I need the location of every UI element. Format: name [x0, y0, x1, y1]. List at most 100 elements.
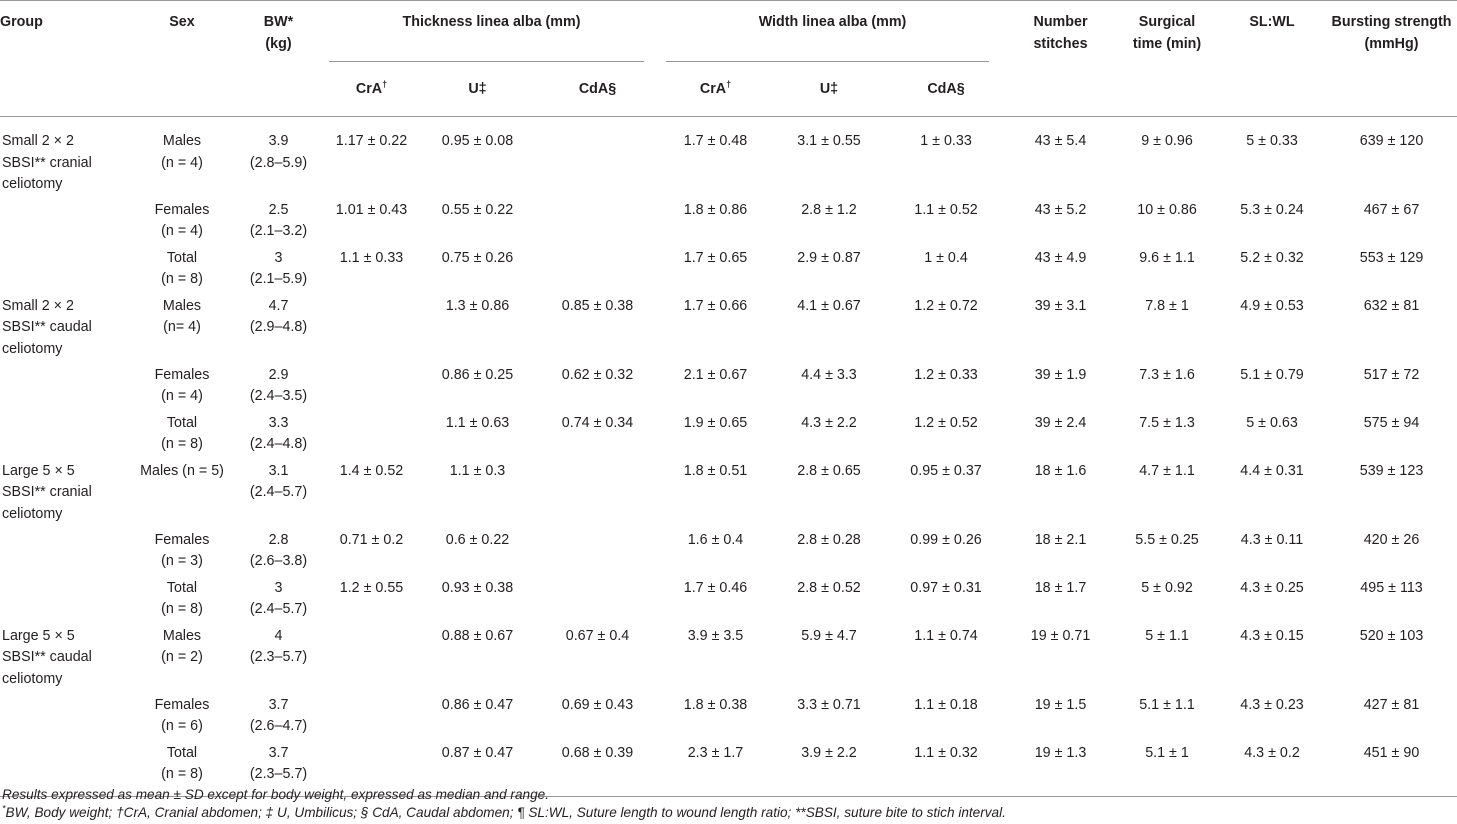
header-bw-label: BW* — [263, 14, 294, 30]
header-sex: Sex — [169, 14, 195, 30]
table-row: Large 5 × 5 SBSI** cranial celiotomy Males … — [0, 461, 1457, 530]
group-cell-line: SBSI** cranial — [2, 484, 92, 500]
table-row: Total (n = 8) 3.7 (2.3–5.7) 0.87 ± 0.47 0.68 … — [0, 743, 1457, 797]
sex-cell: Total (n = 8) — [130, 578, 234, 626]
thickness-cda-cell: 0.74 ± 0.34 — [561, 414, 634, 431]
bursting-cell: 451 ± 90 — [1363, 744, 1420, 761]
sex-cell-line: (n = 4) — [161, 388, 203, 404]
thickness-cda-cell: 0.67 ± 0.4 — [565, 627, 630, 644]
header-time-l2: time (min) — [1132, 35, 1202, 52]
bw-cell: 3.7 (2.6–4.7) — [234, 695, 323, 743]
thickness-u-cell: 0.86 ± 0.25 — [441, 366, 514, 383]
sex-cell-line: (n= 4) — [163, 319, 201, 335]
sex-cell: Total (n = 8) — [130, 743, 234, 797]
thickness-cda-cell — [535, 117, 660, 200]
bw-cell-line: 3.7 — [268, 696, 289, 713]
bursting-cell: 520 ± 103 — [1359, 627, 1424, 644]
width-u-cell: 4.4 ± 3.3 — [801, 366, 857, 383]
width-cda-cell: 1 ± 0.33 — [920, 133, 972, 149]
bw-cell-line: (2.4–3.5) — [249, 388, 308, 404]
thickness-cra-cell: 1.4 ± 0.52 — [339, 462, 404, 479]
bw-cell-line: (2.8–5.9) — [249, 154, 308, 171]
bursting-cell: 517 ± 72 — [1363, 366, 1420, 383]
thickness-u-cell: 1.3 ± 0.86 — [445, 297, 510, 314]
surgical-time-cell: 4.7 ± 1.1 — [1139, 462, 1195, 479]
group-cell-line: celiotomy — [2, 340, 63, 357]
group-cell — [0, 365, 130, 413]
cra-label: CrA — [355, 81, 383, 97]
thickness-cra-cell: 1.01 ± 0.43 — [335, 201, 408, 218]
header-thickness-cda: CdA§ — [578, 81, 617, 97]
stitches-cell: 18 ± 2.1 — [1034, 531, 1087, 548]
header-group: Group — [0, 14, 43, 30]
sex-cell: Males (n = 2) — [130, 626, 234, 695]
bw-cell-line: 3 — [274, 579, 283, 596]
bw-cell: 3 (2.4–5.7) — [234, 578, 323, 626]
stitches-cell: 19 ± 1.5 — [1034, 696, 1087, 713]
header-stitches-l1: Number — [1033, 14, 1088, 30]
thickness-cra-cell — [323, 365, 420, 413]
bw-cell-line: 2.9 — [268, 366, 289, 383]
thickness-cra-cell — [323, 626, 420, 695]
width-cra-cell: 1.7 ± 0.66 — [683, 297, 748, 314]
surgical-time-cell: 7.5 ± 1.3 — [1139, 414, 1195, 431]
bw-cell-line: 3.7 — [268, 744, 289, 761]
sex-cell: Males (n = 4) — [130, 117, 234, 200]
stitches-cell: 43 ± 5.4 — [1034, 133, 1087, 149]
group-cell-line: Small 2 × 2 — [2, 297, 74, 314]
width-cda-cell: 1.1 ± 0.32 — [914, 744, 978, 761]
slwl-cell: 5 ± 0.33 — [1246, 133, 1298, 149]
table-row: Females (n = 3) 2.8 (2.6–3.8) 0.71 ± 0.2 0.6 … — [0, 530, 1457, 578]
bw-cell-line: 4.7 — [268, 297, 289, 314]
group-cell: Small 2 × 2 SBSI** caudal celiotomy — [0, 296, 130, 365]
surgical-time-cell: 5.5 ± 0.25 — [1135, 531, 1199, 548]
width-cra-cell: 1.9 ± 0.65 — [683, 414, 748, 431]
header-thickness-cra: CrA† — [323, 62, 420, 117]
bw-cell-line: 2.8 — [268, 531, 289, 548]
group-cell-line: SBSI** caudal — [2, 649, 92, 665]
surgical-time-cell: 9 ± 0.96 — [1141, 133, 1193, 149]
stitches-cell: 43 ± 5.2 — [1034, 201, 1087, 218]
bw-cell-line: (2.1–3.2) — [249, 223, 308, 239]
thickness-u-cell: 0.95 ± 0.08 — [441, 133, 514, 149]
width-u-cell: 3.1 ± 0.55 — [797, 133, 861, 149]
stitches-cell: 19 ± 0.71 — [1030, 627, 1091, 644]
width-cra-cell: 1.7 ± 0.48 — [683, 133, 748, 149]
footnote-2: *BW, Body weight; †CrA, Cranial abdomen;… — [2, 804, 1006, 822]
bursting-cell: 420 ± 26 — [1363, 531, 1420, 548]
bw-cell: 2.5 (2.1–3.2) — [234, 200, 323, 248]
sex-cell: Males (n = 5) — [130, 461, 234, 530]
table-row: Total (n = 8) 3 (2.4–5.7) 1.2 ± 0.55 0.93 ± 0… — [0, 578, 1457, 626]
sex-cell: Total (n = 8) — [130, 248, 234, 296]
width-cda-cell: 0.95 ± 0.37 — [910, 462, 982, 479]
header-stitches: Number stitches — [1005, 1, 1116, 117]
bw-cell: 3.1 (2.4–5.7) — [234, 461, 323, 530]
group-cell — [0, 248, 130, 296]
sex-cell-line: Males — [162, 133, 202, 149]
stitches-cell: 18 ± 1.6 — [1034, 462, 1087, 479]
sex-cell-line: Total — [166, 249, 198, 266]
bw-cell-line: 2.5 — [268, 201, 289, 218]
header-width: Width linea alba (mm) — [660, 1, 1005, 63]
header-stitches-l2: stitches — [1033, 35, 1088, 52]
group-cell — [0, 578, 130, 626]
thickness-cda-cell: 0.68 ± 0.39 — [561, 744, 634, 761]
dagger-mark: † — [726, 79, 732, 90]
width-cra-cell: 1.6 ± 0.4 — [687, 531, 744, 548]
header-bw-unit: (kg) — [265, 35, 292, 52]
bw-cell: 4 (2.3–5.7) — [234, 626, 323, 695]
width-cra-cell: 3.9 ± 3.5 — [687, 627, 744, 644]
slwl-cell: 5.1 ± 0.79 — [1240, 366, 1304, 383]
slwl-cell: 4.3 ± 0.15 — [1240, 627, 1304, 644]
width-u-cell: 4.3 ± 2.2 — [801, 414, 857, 431]
sex-cell-line: (n = 4) — [161, 154, 203, 171]
thickness-cra-cell: 0.71 ± 0.2 — [339, 531, 404, 548]
group-cell-line: celiotomy — [2, 670, 63, 687]
bursting-cell: 495 ± 113 — [1360, 579, 1423, 596]
table-row: Small 2 × 2 SBSI** cranial celiotomy Males (… — [0, 117, 1457, 200]
width-u-cell: 2.9 ± 0.87 — [797, 249, 861, 266]
sex-cell-line: Females — [154, 201, 210, 218]
width-cra-cell: 1.8 ± 0.51 — [683, 462, 748, 479]
stitches-cell: 39 ± 1.9 — [1034, 366, 1087, 383]
